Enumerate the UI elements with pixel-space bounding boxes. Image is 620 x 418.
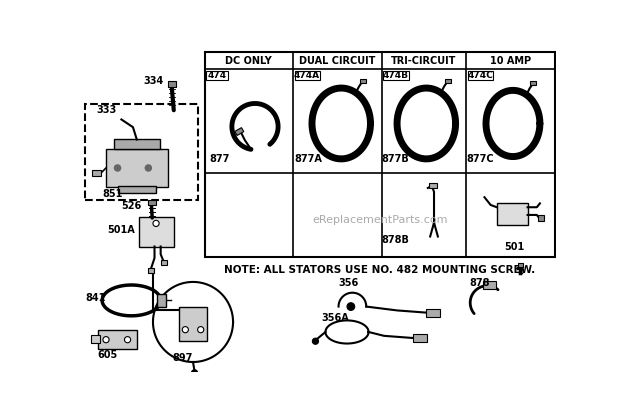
- Circle shape: [312, 338, 319, 344]
- Bar: [413, 334, 427, 342]
- Text: DUAL CIRCUIT: DUAL CIRCUIT: [299, 56, 376, 66]
- Text: DC ONLY: DC ONLY: [226, 56, 272, 66]
- Circle shape: [153, 220, 159, 227]
- Bar: [427, 309, 440, 316]
- Circle shape: [198, 326, 204, 333]
- Bar: [468, 71, 494, 80]
- Circle shape: [125, 336, 131, 343]
- Text: 356A: 356A: [322, 313, 349, 323]
- Text: 501A: 501A: [107, 224, 135, 234]
- Bar: [157, 294, 166, 306]
- Circle shape: [182, 326, 188, 333]
- Text: 877: 877: [210, 155, 230, 165]
- Bar: [85, 104, 198, 200]
- Text: 333: 333: [97, 105, 117, 115]
- Bar: [148, 199, 156, 205]
- Text: 10 AMP: 10 AMP: [490, 56, 531, 66]
- Text: 334: 334: [144, 76, 164, 86]
- Text: 877C: 877C: [466, 155, 494, 165]
- Bar: [206, 71, 228, 80]
- Text: TRI-CIRCUIT: TRI-CIRCUIT: [391, 56, 457, 66]
- Circle shape: [115, 165, 121, 171]
- Text: NOTE: ALL STATORS USE NO. 482 MOUNTING SCREW.: NOTE: ALL STATORS USE NO. 482 MOUNTING S…: [224, 265, 536, 275]
- Bar: [530, 81, 536, 85]
- Bar: [538, 215, 544, 221]
- Text: 878: 878: [469, 278, 490, 288]
- Text: 501: 501: [504, 242, 525, 252]
- Bar: [360, 79, 366, 83]
- Text: 356: 356: [339, 278, 359, 288]
- Text: 841: 841: [86, 293, 106, 303]
- Bar: [179, 306, 207, 341]
- Text: 851: 851: [102, 189, 123, 199]
- Text: 897: 897: [173, 353, 193, 363]
- Text: 474: 474: [207, 71, 226, 80]
- Bar: [106, 149, 167, 187]
- Text: 605: 605: [97, 350, 118, 360]
- Circle shape: [347, 303, 355, 311]
- Bar: [518, 263, 523, 267]
- Bar: [205, 53, 555, 257]
- Bar: [482, 281, 497, 289]
- Bar: [169, 81, 176, 87]
- Bar: [99, 330, 137, 349]
- Text: 878B: 878B: [381, 234, 409, 245]
- Circle shape: [103, 336, 109, 343]
- Bar: [235, 127, 244, 135]
- Circle shape: [145, 165, 151, 171]
- Bar: [139, 217, 174, 247]
- Bar: [92, 170, 102, 176]
- Bar: [445, 79, 451, 83]
- Bar: [294, 71, 320, 80]
- Text: eReplacementParts.com: eReplacementParts.com: [312, 214, 448, 224]
- Text: 526: 526: [122, 201, 141, 212]
- Bar: [148, 268, 154, 273]
- Bar: [118, 186, 156, 194]
- Text: 877A: 877A: [294, 155, 322, 165]
- Bar: [161, 260, 167, 265]
- Bar: [113, 140, 160, 149]
- Bar: [430, 184, 437, 188]
- Text: 877B: 877B: [382, 155, 409, 165]
- Bar: [497, 204, 528, 225]
- Text: 474C: 474C: [467, 71, 493, 80]
- Text: 474B: 474B: [383, 71, 409, 80]
- Text: 474A: 474A: [294, 71, 320, 80]
- Circle shape: [192, 370, 198, 376]
- Bar: [383, 71, 409, 80]
- Bar: [91, 335, 100, 343]
